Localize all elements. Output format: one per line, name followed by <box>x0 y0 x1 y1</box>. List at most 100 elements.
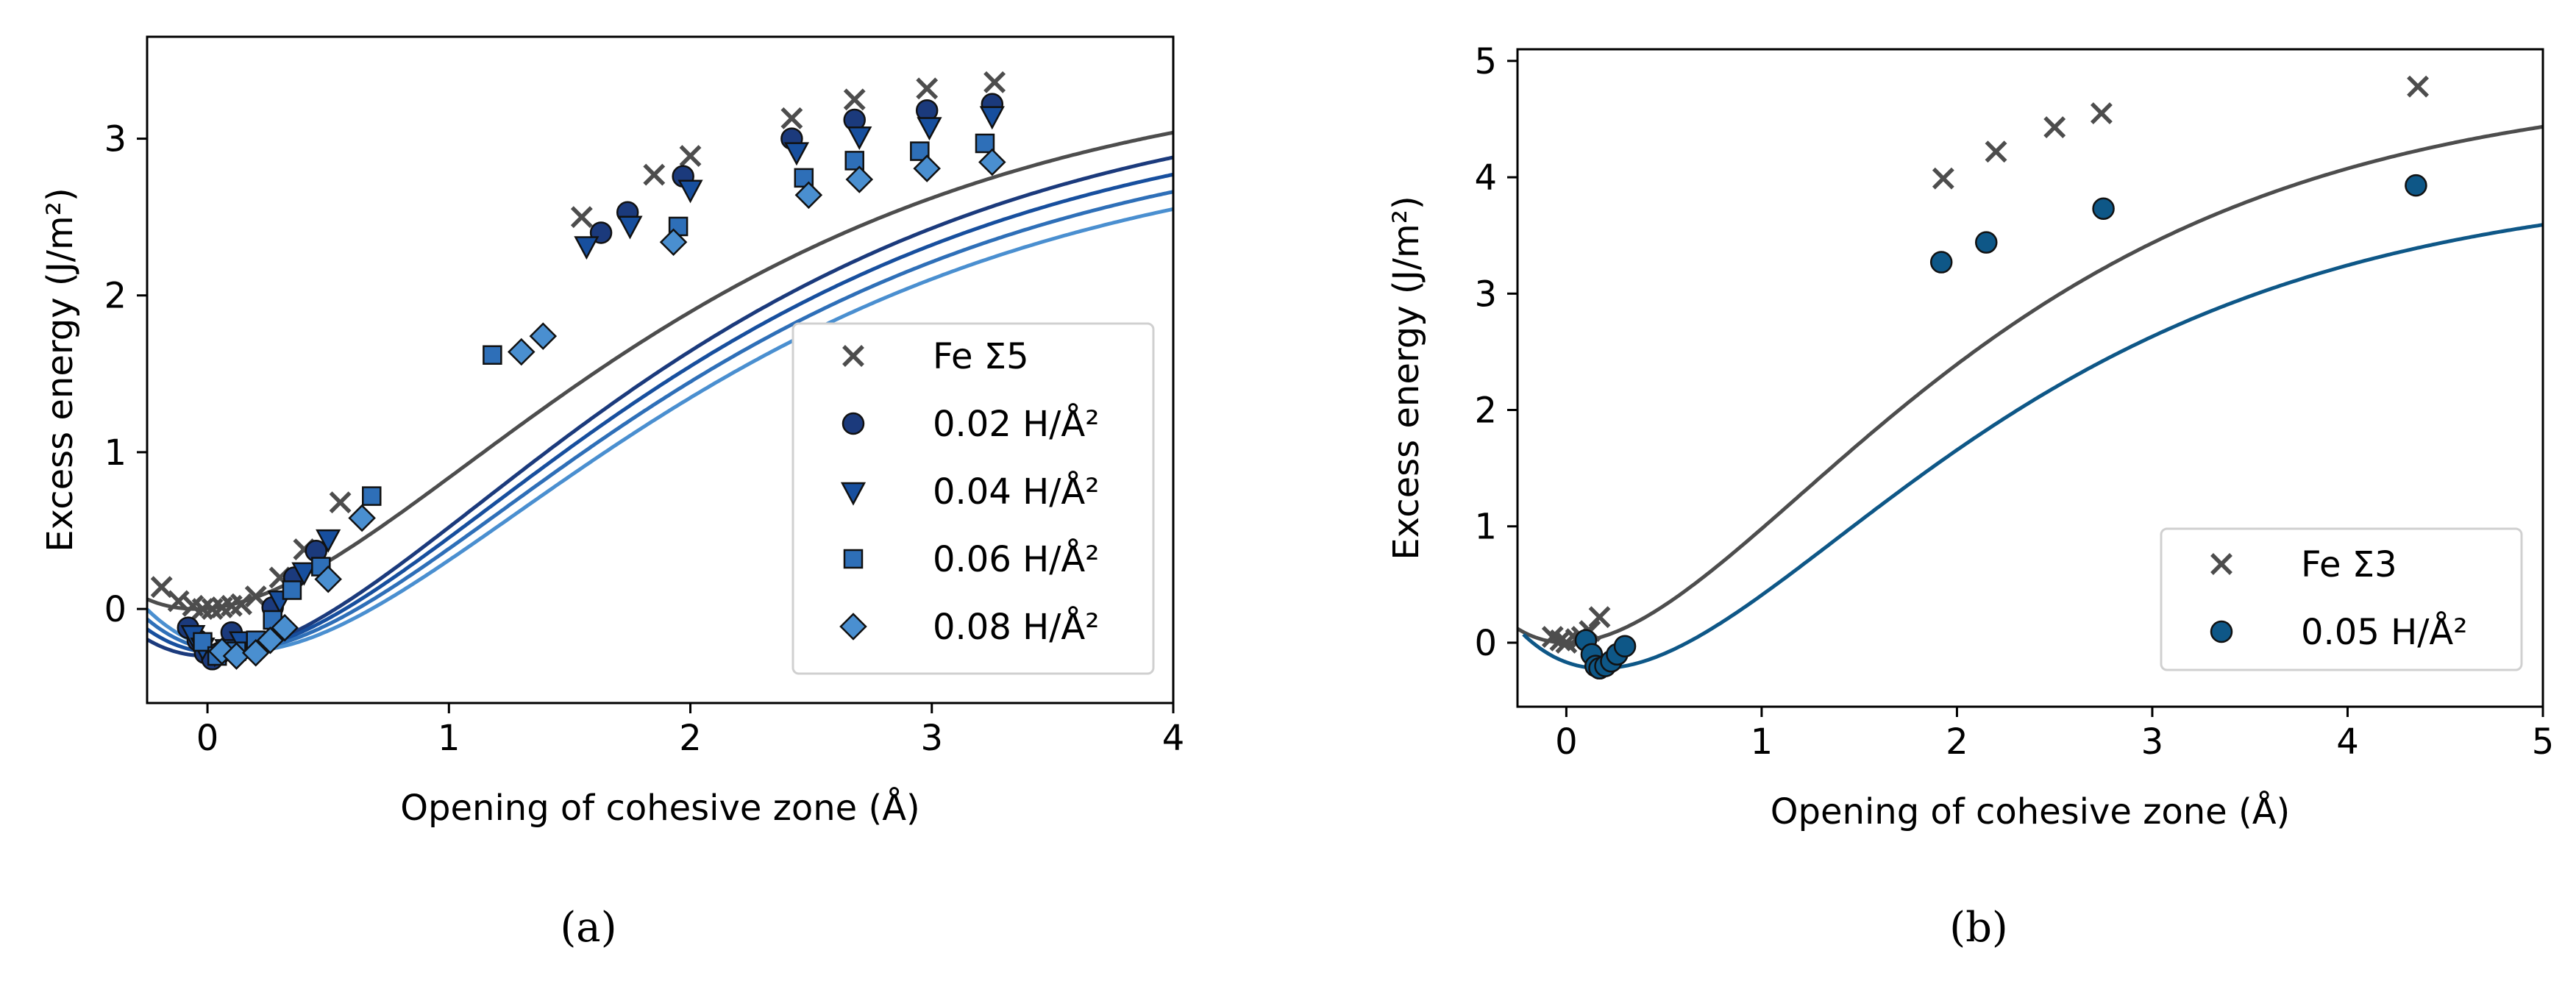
y-tick-label: 0 <box>1474 623 1497 664</box>
data-point <box>1929 251 1953 274</box>
panel-caption: (a) <box>560 904 616 952</box>
series-0 <box>1541 75 2430 654</box>
panel-b: 0 1 2 3 4 5 0 1 2 3 4 5 Opening of cohesive zone (Å)… <box>1386 41 2554 952</box>
data-point <box>316 529 341 553</box>
data-point <box>1613 635 1637 657</box>
data-point <box>230 593 252 616</box>
fit-curves <box>1518 124 2543 671</box>
fit-curve-4 <box>147 207 1173 654</box>
data-point <box>978 148 1006 176</box>
y-axis-label: Excess energy (J/m²) <box>40 188 81 552</box>
legend-box <box>791 322 1155 675</box>
fit-curve-3 <box>147 190 1173 654</box>
data-point <box>2405 174 2427 197</box>
data-point <box>917 117 942 141</box>
series-4 <box>207 148 1006 670</box>
x-tick-label: 1 <box>438 718 460 759</box>
data-point <box>2407 75 2430 98</box>
data-point <box>913 154 941 182</box>
data-point <box>910 141 930 161</box>
data-point <box>794 181 823 210</box>
data-point <box>570 206 593 229</box>
data-point <box>314 565 342 593</box>
data-point <box>1985 140 2007 163</box>
legend: Fe Σ3 0.05 H/Å² <box>2160 527 2523 671</box>
fit-curve-1 <box>1522 223 2543 671</box>
legend-marker <box>843 549 864 569</box>
data-point <box>643 163 666 186</box>
plot-frame <box>146 35 1175 704</box>
series-1 <box>1574 174 2427 680</box>
data-point <box>1975 231 1998 254</box>
x-tick-label: 1 <box>1751 721 1773 763</box>
data-point <box>348 504 376 532</box>
x-tick-label: 2 <box>1946 721 1968 763</box>
data-point <box>659 228 688 257</box>
y-tick-label: 3 <box>104 119 127 160</box>
y-tick-label: 0 <box>104 589 127 630</box>
legend-label: 0.04 H/Å² <box>933 471 1099 513</box>
x-axis-label: Opening of cohesive zone (Å) <box>400 787 920 829</box>
data-point <box>845 165 874 193</box>
data-point <box>847 126 872 150</box>
data-point <box>975 133 995 154</box>
data-point <box>677 179 703 204</box>
legend-label: Fe Σ5 <box>933 336 1029 377</box>
legend-marker <box>2210 553 2232 575</box>
data-point <box>529 322 558 350</box>
data-point <box>362 486 382 506</box>
data-point <box>271 613 299 642</box>
x-tick-label: 5 <box>2532 721 2555 763</box>
legend-marker <box>839 613 867 641</box>
data-point <box>291 562 317 586</box>
legend-label: 0.08 H/Å² <box>933 606 1099 648</box>
fit-curve-0 <box>1518 124 2543 645</box>
x-axis-label: Opening of cohesive zone (Å) <box>1771 791 2291 832</box>
x-tick-label: 2 <box>679 718 702 759</box>
legend-label: 0.02 H/Å² <box>933 403 1099 445</box>
data-point <box>191 598 214 621</box>
data-point <box>207 637 236 666</box>
data-point <box>780 107 803 129</box>
fit-curves <box>147 130 1173 658</box>
y-tick-label: 2 <box>104 276 127 317</box>
data-point <box>983 71 1006 93</box>
data-point <box>167 590 190 613</box>
y-tick-label: 3 <box>1474 274 1497 315</box>
fit-curve-2 <box>147 172 1173 655</box>
legend-label: Fe Σ3 <box>2301 544 2397 585</box>
data-point <box>1588 606 1611 629</box>
data-point <box>329 491 352 514</box>
y-tick-label: 1 <box>104 432 127 474</box>
legend-label: 0.05 H/Å² <box>2301 611 2467 653</box>
series-0 <box>150 71 1006 621</box>
x-tick-label: 3 <box>920 718 943 759</box>
data-point <box>241 639 270 667</box>
data-point <box>843 88 866 111</box>
y-tick-label: 1 <box>1474 507 1497 548</box>
data-point <box>844 151 864 171</box>
data-point <box>2043 116 2066 138</box>
data-point <box>2092 197 2115 221</box>
y-tick-label: 4 <box>1474 157 1497 199</box>
data-point <box>244 585 267 607</box>
data-point <box>256 626 285 654</box>
data-point <box>2090 102 2113 124</box>
data-point <box>679 145 702 167</box>
x-tick-label: 3 <box>2141 721 2164 763</box>
data-point <box>617 215 643 240</box>
data-point <box>783 142 810 166</box>
data-point <box>916 77 939 100</box>
x-tick-label: 4 <box>2336 721 2359 763</box>
fit-curve-1 <box>147 155 1173 658</box>
data-point <box>507 338 536 366</box>
data-point <box>282 580 302 600</box>
plot-frame <box>1516 48 2544 708</box>
data-point <box>483 345 502 365</box>
data-point <box>574 236 599 260</box>
x-tick-label: 0 <box>196 718 219 759</box>
legend: Fe Σ5 0.02 H/Å² 0.04 H/Å² 0.06 H/Å² 0.08 H/Å… <box>791 322 1155 675</box>
panel-caption: (b) <box>1949 904 2008 952</box>
